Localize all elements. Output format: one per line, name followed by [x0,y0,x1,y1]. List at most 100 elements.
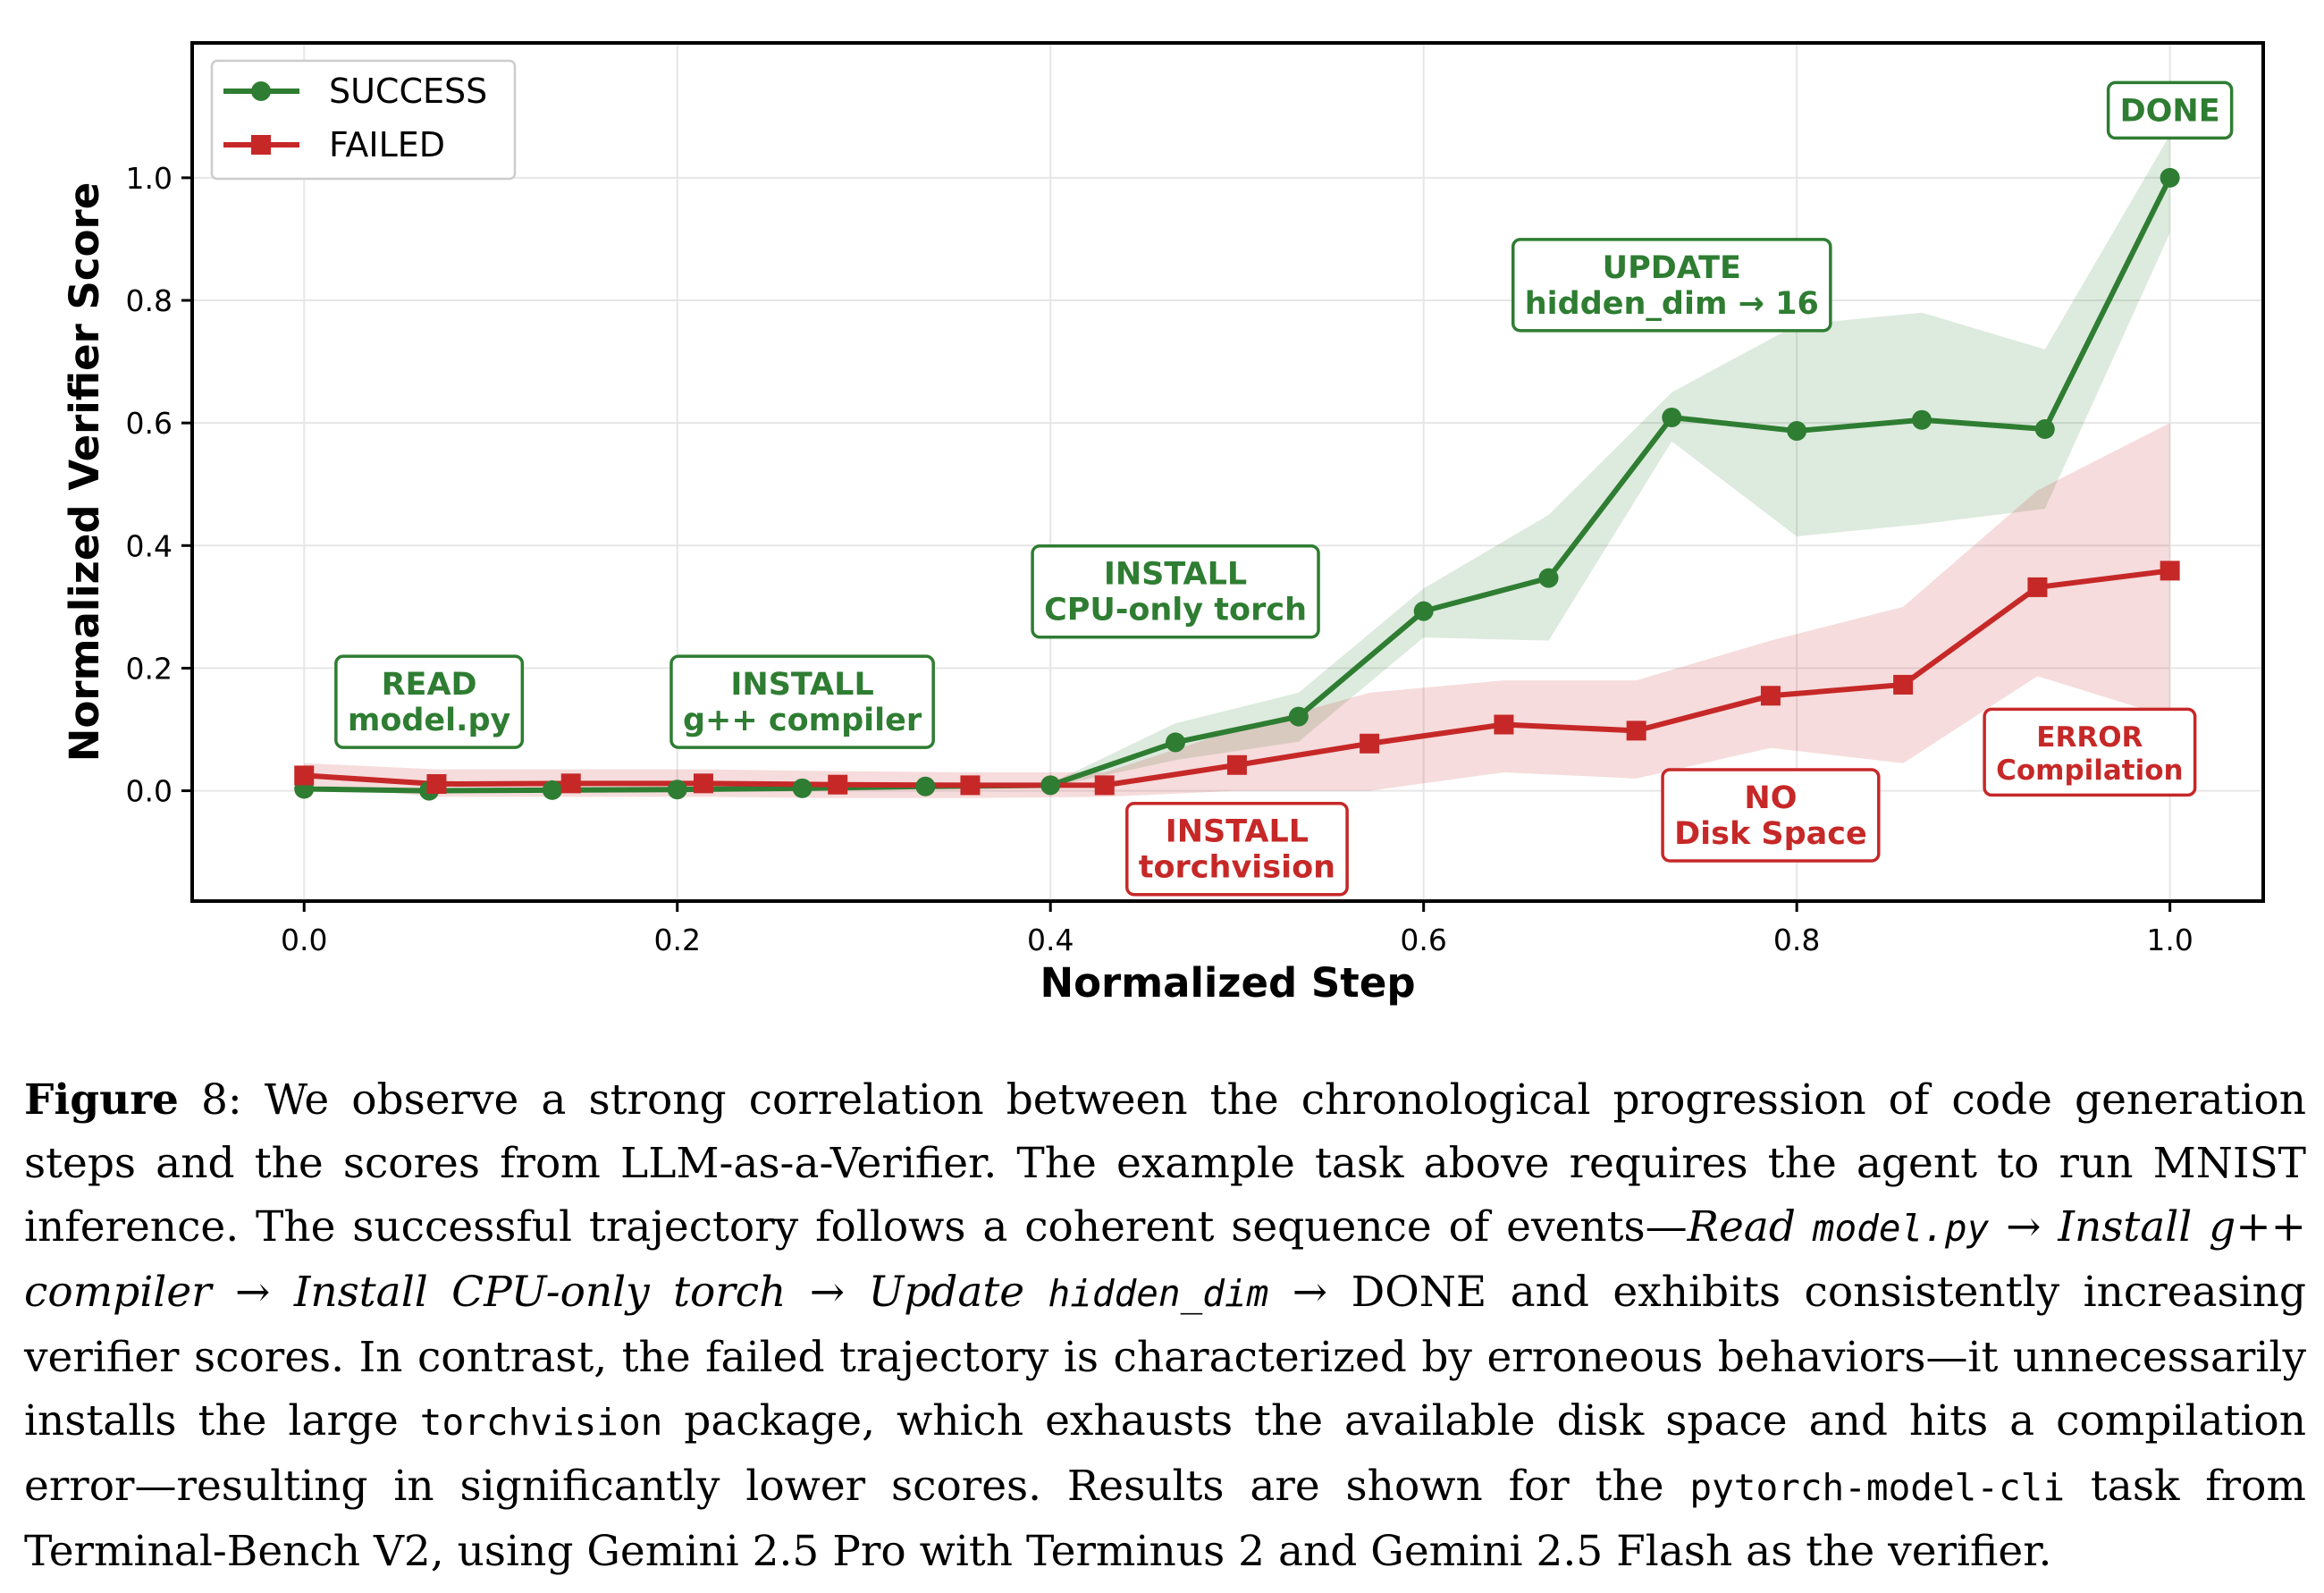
failed-point [960,775,981,796]
annotation-cpu-box [1031,544,1320,639]
x-tick-label: 0.4 [1027,923,1074,957]
annotation-cpu-line: INSTALL [1104,557,1247,593]
failed-point [1094,775,1115,796]
failed-point [1360,733,1380,754]
success-point [915,776,936,796]
annotation-read-line: READ [382,667,477,703]
x-tick-label: 0.0 [281,923,327,957]
chart: 0.0 0.2 0.4 0.6 0.8 1.0 0.0 0.2 0.4 0.6 0.8 1.0 REA… [61,41,2265,1007]
success-point [792,778,813,798]
annotation-update-line: hidden_dim → 16 [1525,286,1819,322]
figure-caption: Figure 8: We observe a strong correlatio… [24,1068,2306,1583]
failed-point [1494,714,1514,735]
annotation-torchvision-line: torchvision [1139,850,1335,886]
annotation-update-box [1511,238,1832,333]
caption-number: 8: [201,1075,242,1125]
failed-point [1226,754,1247,775]
y-tick-label: 0.2 [126,651,173,686]
y-tick-label: 1.0 [126,161,173,196]
caption-arrow: → [1989,1202,2059,1252]
success-point [2034,419,2055,439]
x-tick-label: 0.6 [1400,923,1446,957]
caption-text: task from Terminal-Bench V2, using Gemin… [24,1462,2306,1576]
y-tick-label: 0.6 [126,406,173,441]
failed-point [828,774,848,795]
success-point [1040,775,1061,796]
legend: SUCCESS FAILED [210,59,517,181]
annotation-done: DONE [2106,80,2234,140]
annotation-torchvision-box [1125,801,1349,897]
success-line [304,176,2173,794]
annotation-read-box [334,654,525,749]
success-point [1288,706,1309,727]
annotation-update-line: UPDATE [1603,250,1741,286]
success-point [1662,407,1682,427]
success-point [1413,601,1434,621]
caption-torchvision: torchvision [419,1401,663,1444]
caption-arrow: → [786,1268,869,1317]
x-tick-label: 0.2 [653,923,700,957]
failed-point [693,773,713,794]
failed-point [426,774,447,795]
x-axis-title: Normalized Step [1040,959,1415,1007]
success-point [542,780,562,800]
caption-text: DONE and exhibits consistently increasin… [24,1268,2306,1446]
success-point [667,780,687,800]
annotation-gpp-box [669,654,935,749]
caption-label: Figure [24,1075,179,1125]
success-point [1538,568,1559,588]
caption-text: We observe a strong correlation between … [24,1075,2306,1252]
failed-point [294,765,315,786]
y-tick-label: 0.4 [126,528,173,563]
success-point [1787,421,1807,442]
failed-point [2160,560,2180,581]
caption-task-name: pytorch-model-cli [1689,1466,2066,1509]
y-tick-label: 0.0 [126,774,173,809]
success-point [1166,732,1186,753]
caption-update: Update [868,1268,1048,1317]
y-axis-title: Normalized Verifier Score [61,182,108,762]
caption-hidden-dim: hidden_dim [1048,1272,1269,1315]
annotation-gpp-line: g++ compiler [683,703,922,738]
confidence-bands [304,134,2170,798]
failed-point [2027,577,2048,597]
annotation-done-line: DONE [2120,93,2220,129]
annotation-done-box [2106,80,2234,140]
annotation-gpp-line: INSTALL [730,667,873,703]
caption-read: Read [1687,1202,1813,1252]
failed-point [1893,674,1914,695]
caption-arrow: → [211,1268,294,1317]
x-tick-label: 0.8 [1773,923,1820,957]
annotation-nodisk-line: NO [1744,780,1797,816]
success-point [1912,409,1932,430]
series-markers [294,167,2180,801]
annotation-torchvision-line: INSTALL [1166,814,1309,850]
success-legend-marker [251,81,271,101]
caption-install-cpu: Install CPU-only torch [293,1268,787,1317]
annotation-cpu-line: CPU-only torch [1044,593,1307,628]
success-point [2160,167,2180,188]
plot-frame [190,41,2265,903]
failed-point [1760,686,1781,706]
annotation-nodisk-line: Disk Space [1674,816,1867,852]
annotation-error-line: Compilation [1996,754,2184,787]
failed-legend-label: FAILED [329,125,445,164]
caption-text: package, which exhausts the available di… [24,1396,2306,1511]
axis-ticks: 0.0 0.2 0.4 0.6 0.8 1.0 0.0 0.2 0.4 0.6 0.8 1.0 [126,161,2193,957]
caption-arrow: → [1268,1268,1351,1317]
caption-install-gpp: Install g++ compiler [24,1202,2307,1317]
y-tick-label: 0.8 [126,283,173,318]
caption-model-py: model.py [1812,1207,1990,1250]
success-legend-label: SUCCESS [329,72,487,111]
annotation-read-line: model.py [348,703,511,738]
annotation-nodisk-box [1661,768,1881,863]
failed-band [304,423,2170,798]
